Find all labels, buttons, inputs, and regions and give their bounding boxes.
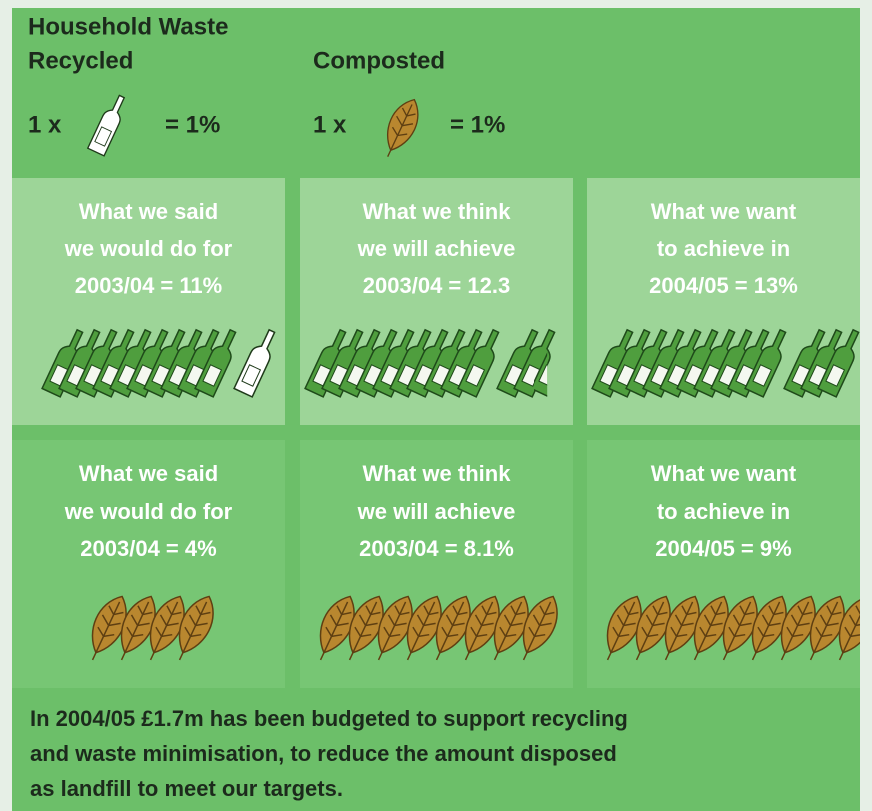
- page: Household Waste Recycled Composted 1 x =…: [0, 0, 872, 811]
- panel-text: 2003/04 = 11%: [75, 273, 222, 298]
- composted-prefix: 1 x: [313, 111, 347, 138]
- panel-text: we would do for: [64, 499, 233, 524]
- panel-text: What we said: [79, 199, 218, 224]
- infographic: Household Waste Recycled Composted 1 x =…: [0, 0, 872, 811]
- panel-text: to achieve in: [657, 236, 790, 261]
- panel-text: 2004/05 = 9%: [655, 536, 791, 561]
- footer-text: and waste minimisation, to reduce the am…: [30, 741, 617, 766]
- panel-text: What we want: [651, 461, 797, 486]
- panel-text: What we think: [363, 199, 512, 224]
- panel-text: What we think: [363, 461, 512, 486]
- footer-text: In 2004/05 £1.7m has been budgeted to su…: [30, 706, 628, 731]
- footer-text: as landfill to meet our targets.: [30, 776, 343, 801]
- panel-text: 2003/04 = 8.1%: [359, 536, 514, 561]
- composted-label: Composted: [313, 47, 445, 74]
- panel-text: we would do for: [64, 236, 233, 261]
- composted-equals: = 1%: [450, 111, 505, 138]
- panel-text: we will achieve: [357, 499, 516, 524]
- recycled-equals: = 1%: [165, 111, 220, 138]
- title: Household Waste: [28, 13, 228, 40]
- panel-text: to achieve in: [657, 499, 790, 524]
- panel-text: What we said: [79, 461, 218, 486]
- recycled-label: Recycled: [28, 47, 133, 74]
- panel-text: 2004/05 = 13%: [649, 273, 798, 298]
- panel-text: we will achieve: [357, 236, 516, 261]
- panel-text: 2003/04 = 4%: [80, 536, 216, 561]
- recycled-prefix: 1 x: [28, 111, 62, 138]
- panel-text: 2003/04 = 12.3: [363, 273, 510, 298]
- panel-text: What we want: [651, 199, 797, 224]
